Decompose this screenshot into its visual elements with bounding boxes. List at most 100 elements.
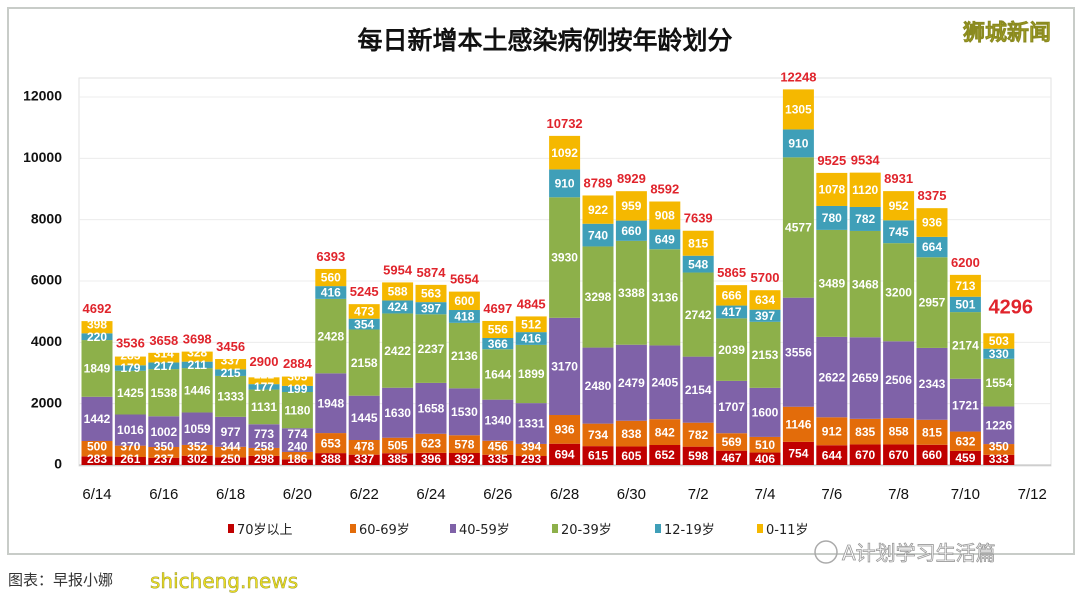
bar-segment [816,445,848,465]
segment-label: 912 [822,424,842,438]
segment-label: 333 [989,452,1009,466]
segment-label: 664 [922,240,942,254]
segment-label: 1331 [518,417,545,431]
segment-label: 366 [488,337,508,351]
bar-segment [549,415,581,444]
bar-segment [148,457,180,465]
segment-label: 285 [120,349,140,363]
segment-label: 217 [154,359,174,373]
bar-6/29: 615 734 2480 3298 740 922 8789 [582,175,614,465]
total-label: 12248 [780,69,816,84]
total-label: 7639 [684,211,713,226]
bar-segment [716,380,748,434]
segment-label: 3136 [651,291,678,305]
segment-label: 328 [187,346,207,360]
segment-label: 660 [621,224,641,238]
segment-label: 478 [354,439,374,453]
bar-segment [615,191,647,221]
segment-label: 922 [588,203,608,217]
bar-segment [549,443,581,465]
bar-segment [916,208,948,237]
segment-label: 560 [321,271,341,285]
segment-label: 459 [955,451,975,465]
x-tick-label: 6/26 [483,486,512,503]
bar-segment [749,321,781,388]
segment-label: 2158 [351,356,378,370]
segment-label: 782 [855,212,875,226]
x-tick-label: 6/28 [550,486,579,503]
segment-label: 352 [187,439,207,453]
segment-label: 548 [688,257,708,271]
segment-label: 305 [287,370,307,384]
bar-segment [482,440,514,455]
segment-label: 467 [722,451,742,465]
total-label: 3536 [116,335,145,350]
segment-label: 456 [488,439,508,453]
segment-label: 1078 [818,183,845,197]
segment-label: 510 [755,438,775,452]
bar-6/30: 605 838 2479 3388 660 959 8929 [615,171,647,465]
total-label: 8592 [650,182,679,197]
bar-segment [816,205,848,230]
segment-label: 910 [555,176,575,190]
segment-label: 392 [454,452,474,466]
bar-segment [782,129,814,158]
segment-label: 1092 [551,146,578,160]
bar-segment [315,433,347,454]
segment-label: 397 [421,301,441,315]
bar-segment [348,329,380,396]
segment-label: 2659 [852,371,879,385]
x-tick-label: 6/18 [216,486,245,503]
bar-segment [849,172,881,207]
segment-label: 1016 [117,423,144,437]
bar-segment [114,414,146,446]
segment-label: 2742 [685,308,712,322]
bar-segment [81,396,113,441]
segment-label: 1442 [84,412,111,426]
y-tick-label: 6000 [31,272,62,288]
segment-label: 199 [287,382,307,396]
bar-segment [114,445,146,457]
bar-segment [281,428,313,452]
bar-segment [716,318,748,381]
bar-segment [883,418,915,445]
x-tick-label: 7/2 [688,486,709,503]
bar-segment [716,450,748,465]
segment-label: 500 [87,439,107,453]
bar-segment [482,320,514,339]
bar-segment [348,454,380,465]
segment-label: 2422 [384,344,411,358]
segment-label: 1446 [184,383,211,397]
bar-segment [315,268,347,287]
bar-segment [582,423,614,447]
bar-segment [448,452,480,465]
bar-segment [949,274,981,297]
bar-segment [883,191,915,221]
total-label: 5700 [751,270,780,285]
legend-swatch [228,524,234,533]
bar-segment [949,296,981,313]
total-label: 2900 [250,354,279,369]
bar-segment [816,417,848,446]
bar-segment [415,382,447,434]
x-tick-label: 6/22 [350,486,379,503]
bar-segment [615,446,647,465]
segment-label: 1226 [985,418,1012,432]
segment-label: 3556 [785,345,812,359]
segment-label: 1120 [852,183,878,197]
segment-label: 417 [722,305,742,319]
y-tick-label: 8000 [31,210,62,226]
segment-label: 416 [521,332,541,346]
legend-swatch [350,524,356,533]
segment-label: 385 [388,452,408,466]
chart-title: 每日新增本土感染病例按年龄划分 [357,26,732,55]
bar-segment [181,444,213,456]
bar-segment [415,433,447,453]
wechat-watermark: A计划学习生活篇 [814,540,996,565]
segment-label: 1305 [785,103,812,117]
segment-label: 2343 [919,377,946,391]
